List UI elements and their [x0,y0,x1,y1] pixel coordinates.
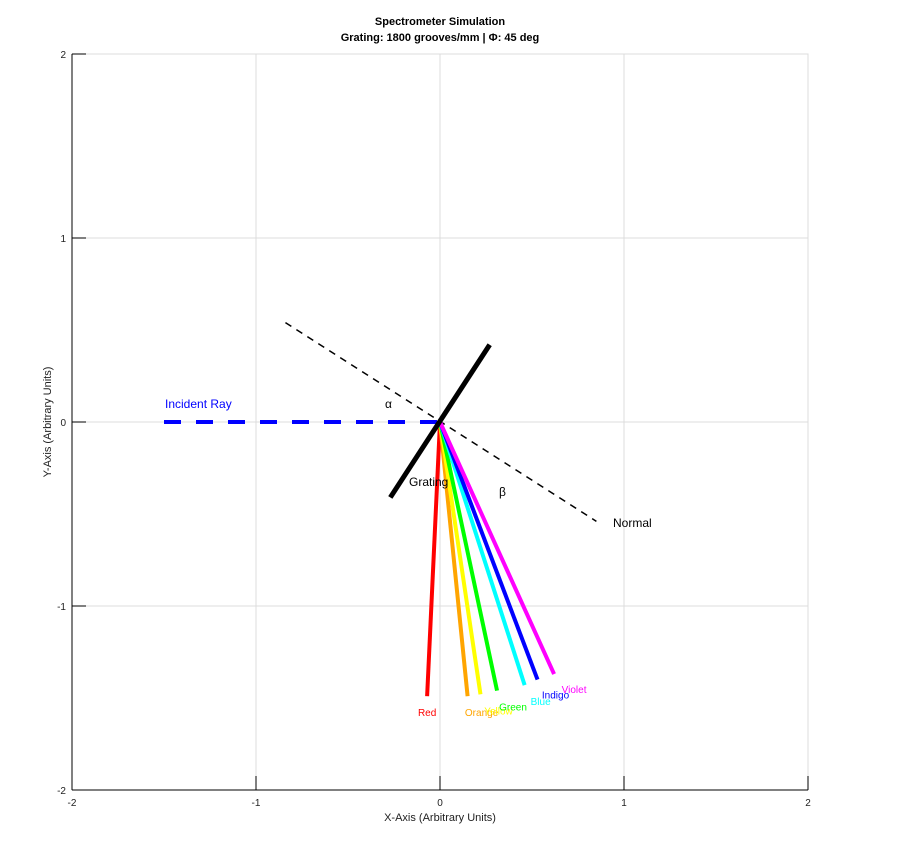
x-tick-labels: -2 -1 0 1 2 [68,798,812,809]
ray-yellow [438,421,483,695]
alpha-label: α [385,397,392,411]
dispersed-rays [425,421,556,697]
chart-subtitle: Grating: 1800 grooves/mm | Φ: 45 deg [341,32,540,44]
x-tick-label: 0 [437,798,443,809]
beta-label: β [499,485,506,499]
ray-green [438,421,499,692]
ray-label-yellow: Yellow [484,706,513,717]
axis-ticks [71,53,809,791]
normal-label: Normal [613,516,652,530]
ray-label-green: Green [499,703,527,714]
ray-indigo [438,421,540,681]
ray-label-blue: Blue [531,697,551,708]
ray-label-violet: Violet [562,685,587,696]
grating-label: Grating [409,475,448,489]
y-axis-label: Y-Axis (Arbitrary Units) [42,367,54,478]
grating-line [388,343,492,499]
ray-label-orange: Orange [465,708,499,719]
y-tick-label: -2 [57,786,66,797]
ray-orange [438,421,470,697]
chart-title: Spectrometer Simulation [375,16,505,28]
incident-ray-label: Incident Ray [165,397,232,411]
x-tick-label: 1 [621,798,627,809]
y-tick-label: 0 [60,418,66,429]
y-tick-label: 2 [60,50,66,61]
x-tick-label: -2 [68,798,77,809]
x-tick-label: 2 [805,798,811,809]
y-tick-label: 1 [60,234,66,245]
ray-label-indigo: Indigo [542,691,570,702]
ray-violet [438,421,556,675]
ray-red [425,421,442,697]
ray-label-red: Red [418,708,436,719]
x-axis-label: X-Axis (Arbitrary Units) [384,812,496,824]
ray-blue [438,421,527,686]
x-tick-label: -1 [252,798,261,809]
y-tick-labels: 2 1 0 -1 -2 [57,50,66,797]
y-tick-label: -1 [57,602,66,613]
